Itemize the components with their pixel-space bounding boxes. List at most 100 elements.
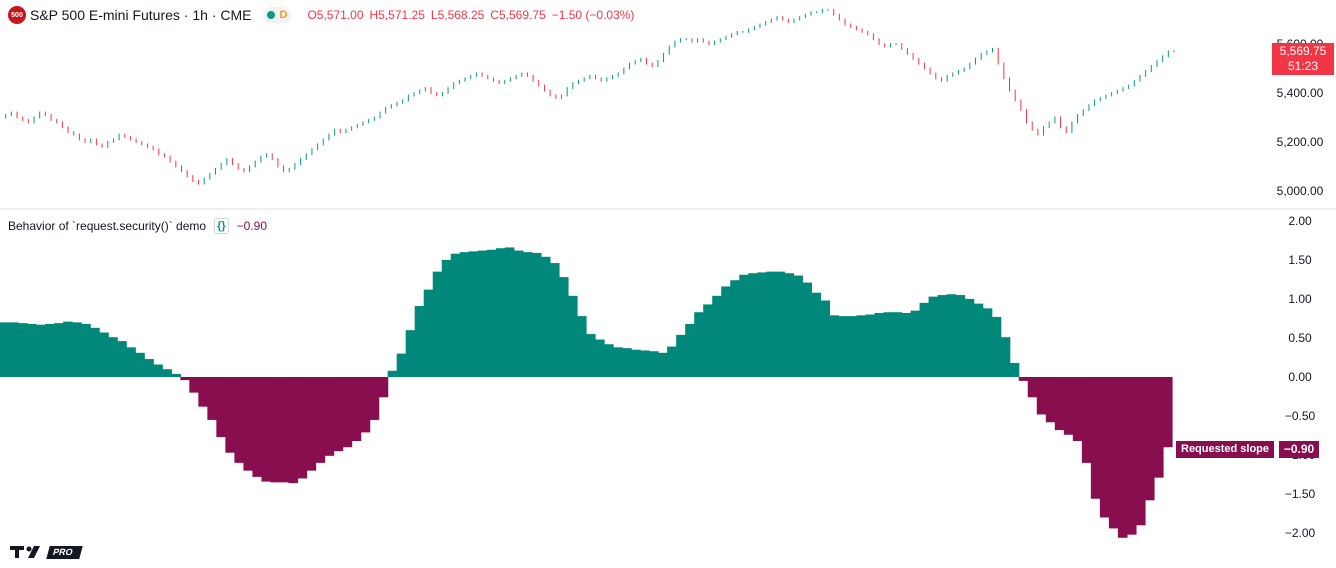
slope-bar	[540, 256, 551, 377]
slope-bar	[405, 330, 416, 377]
slope-bar	[1090, 377, 1101, 499]
slope-tick-label: 1.50	[1288, 253, 1312, 267]
slope-bar	[324, 377, 335, 456]
slope-bar	[576, 316, 587, 377]
slope-bar	[775, 271, 785, 377]
slope-bar	[72, 322, 82, 377]
slope-bar	[234, 377, 245, 463]
slope-bar	[1144, 377, 1155, 501]
open-value: O5,571.00	[307, 8, 364, 22]
slope-bar	[18, 323, 28, 377]
slope-bar	[793, 275, 803, 377]
price-candles	[5, 8, 1175, 185]
slope-bar	[450, 253, 461, 377]
slope-bar	[414, 305, 425, 377]
slope-bar	[522, 252, 533, 377]
slope-bar	[856, 315, 867, 377]
green-dot-icon	[267, 11, 276, 19]
slope-bar	[586, 334, 596, 377]
price-tick-label: 5,000.00	[1277, 184, 1324, 198]
slope-bar	[1027, 377, 1038, 398]
slope-bar	[910, 310, 921, 377]
slope-bar	[901, 313, 912, 377]
slope-bar	[1036, 377, 1047, 415]
slope-bar	[631, 349, 641, 377]
slope-bar	[694, 312, 704, 377]
slope-bar	[261, 377, 272, 482]
slope-bar	[27, 323, 37, 377]
slope-bar	[1000, 337, 1011, 377]
series-label-requested-slope: Requested slope	[1176, 441, 1275, 458]
tradingview-logo-icon	[10, 546, 40, 558]
slope-tick-label: −0.50	[1285, 409, 1316, 423]
slope-bar	[288, 377, 299, 484]
slope-tick-label: 0.00	[1288, 370, 1312, 384]
slope-bar	[108, 337, 118, 377]
slope-bar	[36, 324, 46, 377]
slope-bar	[865, 314, 876, 377]
slope-bar	[171, 373, 181, 377]
price-tick-label: 5,400.00	[1277, 86, 1324, 100]
slope-bar	[396, 353, 407, 377]
slope-bar	[658, 352, 668, 377]
slope-bar	[513, 250, 524, 377]
price-tick-label: 5,200.00	[1277, 135, 1324, 149]
slope-bar	[144, 359, 154, 377]
slope-bar	[207, 377, 217, 420]
slope-bar	[973, 303, 984, 377]
bar-countdown: 51:23	[1287, 59, 1319, 73]
low-value: L5,568.25	[430, 8, 485, 22]
slope-bar	[558, 277, 569, 377]
slope-bar	[279, 377, 290, 483]
tradingview-logo[interactable]: PRO	[10, 545, 83, 559]
indicator-title[interactable]: Behavior of `request.security()` demo	[8, 219, 207, 233]
market-status[interactable]: D	[263, 7, 292, 23]
slope-bar	[622, 348, 632, 377]
symbol-title[interactable]: S&P 500 E-mini Futures · 1h · CME	[30, 7, 252, 23]
high-value: H5,571.25	[369, 8, 425, 22]
slope-bar	[1063, 377, 1074, 435]
slope-bar	[135, 352, 145, 377]
slope-bar	[198, 377, 208, 407]
slope-tick-label: 0.50	[1288, 331, 1312, 345]
indicator-legend: Behavior of `request.security()` demo {}…	[8, 218, 267, 234]
slope-bar	[360, 377, 371, 433]
slope-bar	[739, 274, 749, 377]
slope-bar	[784, 273, 794, 377]
slope-bar	[685, 323, 695, 377]
symbol-legend: 500 S&P 500 E-mini Futures · 1h · CME D …	[8, 6, 640, 24]
slope-bar	[549, 263, 560, 377]
slope-bar	[432, 271, 443, 377]
symbol-logo-icon: 500	[8, 6, 26, 24]
slope-bar	[387, 370, 398, 377]
slope-bar	[477, 250, 488, 377]
slope-axis[interactable]: 2.001.501.000.500.00−0.50−1.00−1.50−2.00	[1285, 214, 1316, 540]
slope-bar	[1126, 377, 1137, 535]
slope-bar	[811, 292, 821, 377]
delayed-data-badge[interactable]: D	[279, 9, 288, 21]
slope-bar	[1045, 377, 1056, 423]
slope-tick-label: −1.50	[1285, 487, 1316, 501]
slope-bar	[468, 251, 479, 377]
slope-bar	[1117, 377, 1128, 538]
slope-bar	[1162, 377, 1173, 448]
slope-bar	[342, 377, 353, 448]
slope-bar	[1153, 377, 1164, 478]
slope-value-tag: −0.90	[1279, 441, 1319, 458]
slope-bar	[730, 280, 740, 377]
slope-bar	[0, 322, 10, 377]
slope-bar	[838, 316, 849, 377]
slope-bar	[567, 295, 578, 377]
slope-bar	[667, 346, 677, 377]
indicator-value: −0.90	[236, 219, 268, 233]
slope-bar	[162, 369, 172, 377]
slope-bar	[54, 323, 64, 377]
slope-bar	[1072, 377, 1083, 441]
source-code-icon[interactable]: {}	[214, 218, 229, 234]
slope-bar	[423, 289, 434, 377]
slope-bar	[748, 273, 758, 377]
slope-bar	[252, 377, 263, 477]
slope-bar	[333, 377, 344, 452]
slope-bar	[883, 312, 894, 377]
